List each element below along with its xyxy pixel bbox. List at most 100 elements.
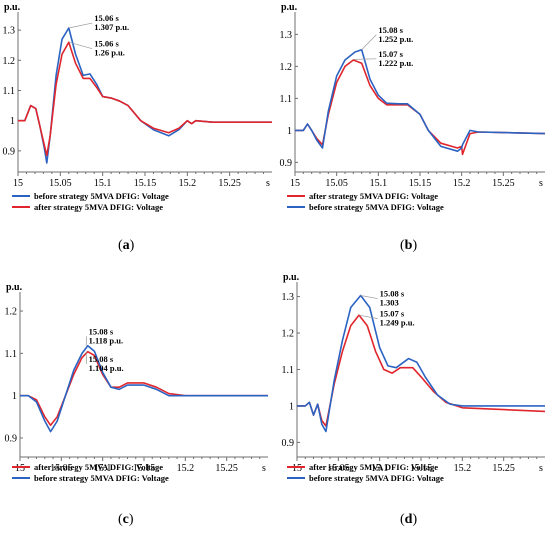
y-tick-label: 1 — [289, 401, 294, 412]
x-tick-label: 15.1 — [94, 178, 112, 189]
caption-a-letter: a — [122, 238, 130, 253]
plot-area — [17, 12, 272, 176]
y-tick-label: 1.1 — [280, 94, 293, 105]
annotation-label: 1.118 p.u. — [89, 335, 124, 345]
legend: after strategy 5MVA DFIG: Voltagebefore … — [12, 462, 169, 483]
x-tick-label: 15.25 — [218, 178, 241, 189]
chart-panel-d: 0.9 1 1.1 1.2 1.3 p.u. 15 15.05 15.1 15.15 15.2 15.… — [282, 272, 546, 483]
annotation-label: 15.08 s — [89, 326, 114, 336]
y-tick-label: 1.1 — [3, 86, 16, 97]
legend-label: after strategy 5MVA DFIG: Voltage — [309, 462, 438, 472]
y-tick-label: 1 — [287, 126, 292, 137]
x-tick-label: 15.15 — [133, 463, 156, 474]
x-tick-label: 15.2 — [454, 463, 472, 474]
x-tick-label: 15.05 — [49, 178, 72, 189]
x-tick-label: 15.05 — [50, 463, 73, 474]
legend-label: before strategy 5MVA DFIG: Voltage — [309, 473, 444, 483]
annotation-label: 1.307 p.u. — [94, 22, 129, 32]
x-tick-label: 15.05 — [325, 178, 348, 189]
x-axis-unit: s — [539, 178, 543, 189]
y-axis-unit: p.u. — [4, 2, 21, 13]
legend-label: before strategy 5MVA DFIG: Voltage — [34, 473, 169, 483]
x-tick-label: 15.15 — [409, 178, 432, 189]
annotation-label: 15.08 s — [89, 354, 114, 364]
legend-label: before strategy 5MVA DFIG: Voltage — [309, 202, 444, 212]
y-tick-label: 0.9 — [280, 158, 293, 169]
annotation-label: 15.07 s — [378, 49, 403, 59]
annotation-label: 1.303 — [380, 298, 399, 308]
y-tick-label: 0.9 — [282, 438, 295, 449]
caption-b-letter: b — [404, 238, 413, 253]
caption-c-letter: c — [122, 512, 129, 527]
x-tick-label: 15 — [13, 178, 23, 189]
series-line-before-strategy — [18, 27, 272, 164]
x-tick-label: 15.2 — [179, 178, 197, 189]
x-tick-label: 15.05 — [327, 463, 350, 474]
x-tick-label: 15.1 — [371, 463, 389, 474]
x-tick-label: 15 — [15, 463, 25, 474]
series-line-after-strategy — [20, 350, 268, 427]
chart-panel-c: 0.9 1 1.1 1.2 p.u. 15 15.05 15.1 15.15 15.2 15.25 s… — [5, 282, 268, 483]
x-tick-label: 15.2 — [453, 178, 471, 189]
series-line-before-strategy — [295, 48, 546, 152]
x-tick-label: 15.2 — [177, 463, 195, 474]
annotation-label: 15.06 s — [94, 13, 119, 23]
legend: after strategy 5MVA DFIG: Voltagebefore … — [287, 191, 444, 212]
chart-panel-b: 0.9 1 1.1 1.2 1.3 p.u. 15 15.05 15.1 15.15 15.2 15.… — [280, 2, 546, 212]
y-tick-label: 1.3 — [3, 26, 16, 37]
plot-area — [296, 282, 545, 461]
annotation-label: 1.252 p.u. — [378, 34, 413, 44]
annotation-leader — [358, 314, 378, 319]
x-tick-label: 15.25 — [215, 463, 238, 474]
annotation-label: 1.104 p.u. — [89, 363, 124, 373]
x-tick-label: 15.15 — [410, 463, 433, 474]
annotation-label: 1.222 p.u. — [378, 58, 413, 68]
annotation-leader — [68, 41, 93, 50]
legend: before strategy 5MVA DFIG: Voltageafter … — [12, 191, 169, 212]
annotation-leader — [361, 34, 377, 51]
plot-area — [294, 12, 545, 176]
legend-label: after strategy 5MVA DFIG: Voltage — [34, 202, 163, 212]
annotation-label: 15.08 s — [380, 289, 405, 299]
x-tick-label: 15.1 — [94, 463, 112, 474]
y-tick-label: 1.2 — [280, 62, 293, 73]
y-tick-label: 1 — [12, 391, 17, 402]
y-tick-label: 1.1 — [5, 349, 18, 360]
series-line-before-strategy — [20, 344, 268, 433]
x-tick-label: 15.15 — [134, 178, 157, 189]
y-tick-label: 1.1 — [282, 365, 295, 376]
x-axis-unit: s — [266, 178, 270, 189]
legend-label: after strategy 5MVA DFIG: Voltage — [34, 462, 163, 472]
y-tick-label: 1.3 — [280, 30, 293, 41]
y-tick-label: 0.9 — [3, 146, 16, 157]
caption-d: (d) — [400, 512, 418, 527]
legend: after strategy 5MVA DFIG: Voltagebefore … — [287, 462, 444, 483]
caption-d-letter: d — [404, 512, 413, 527]
y-tick-label: 1.2 — [3, 56, 16, 67]
y-tick-label: 1.2 — [5, 307, 18, 318]
y-axis-unit: p.u. — [6, 282, 23, 293]
annotation-leader — [68, 22, 93, 29]
chart-panel-a: 0.9 1 1.1 1.2 1.3 p.u. 15 15.05 15.1 15.15 15.2 15.… — [3, 2, 272, 212]
legend-label: after strategy 5MVA DFIG: Voltage — [309, 191, 438, 201]
x-tick-label: 15 — [290, 178, 300, 189]
caption-b: (b) — [400, 238, 418, 253]
series-line-before-strategy — [297, 294, 545, 433]
series-line-after-strategy — [18, 41, 272, 157]
y-tick-label: 0.9 — [5, 433, 18, 444]
y-axis-unit: p.u. — [281, 2, 298, 13]
x-axis-unit: s — [539, 463, 543, 474]
annotation-leader — [360, 295, 378, 299]
caption-a: (a) — [118, 238, 135, 253]
caption-c: (c) — [118, 512, 134, 527]
x-tick-label: 15.1 — [370, 178, 388, 189]
plot-area — [19, 292, 268, 461]
annotation-label: 15.08 s — [378, 25, 403, 35]
y-tick-label: 1 — [10, 116, 15, 127]
annotation-label: 15.06 s — [94, 39, 119, 49]
x-tick-label: 15.25 — [492, 463, 515, 474]
annotation-label: 1.26 p.u. — [94, 48, 125, 58]
annotation-label: 15.07 s — [380, 309, 405, 319]
y-axis-unit: p.u. — [283, 272, 300, 283]
x-axis-unit: s — [262, 463, 266, 474]
